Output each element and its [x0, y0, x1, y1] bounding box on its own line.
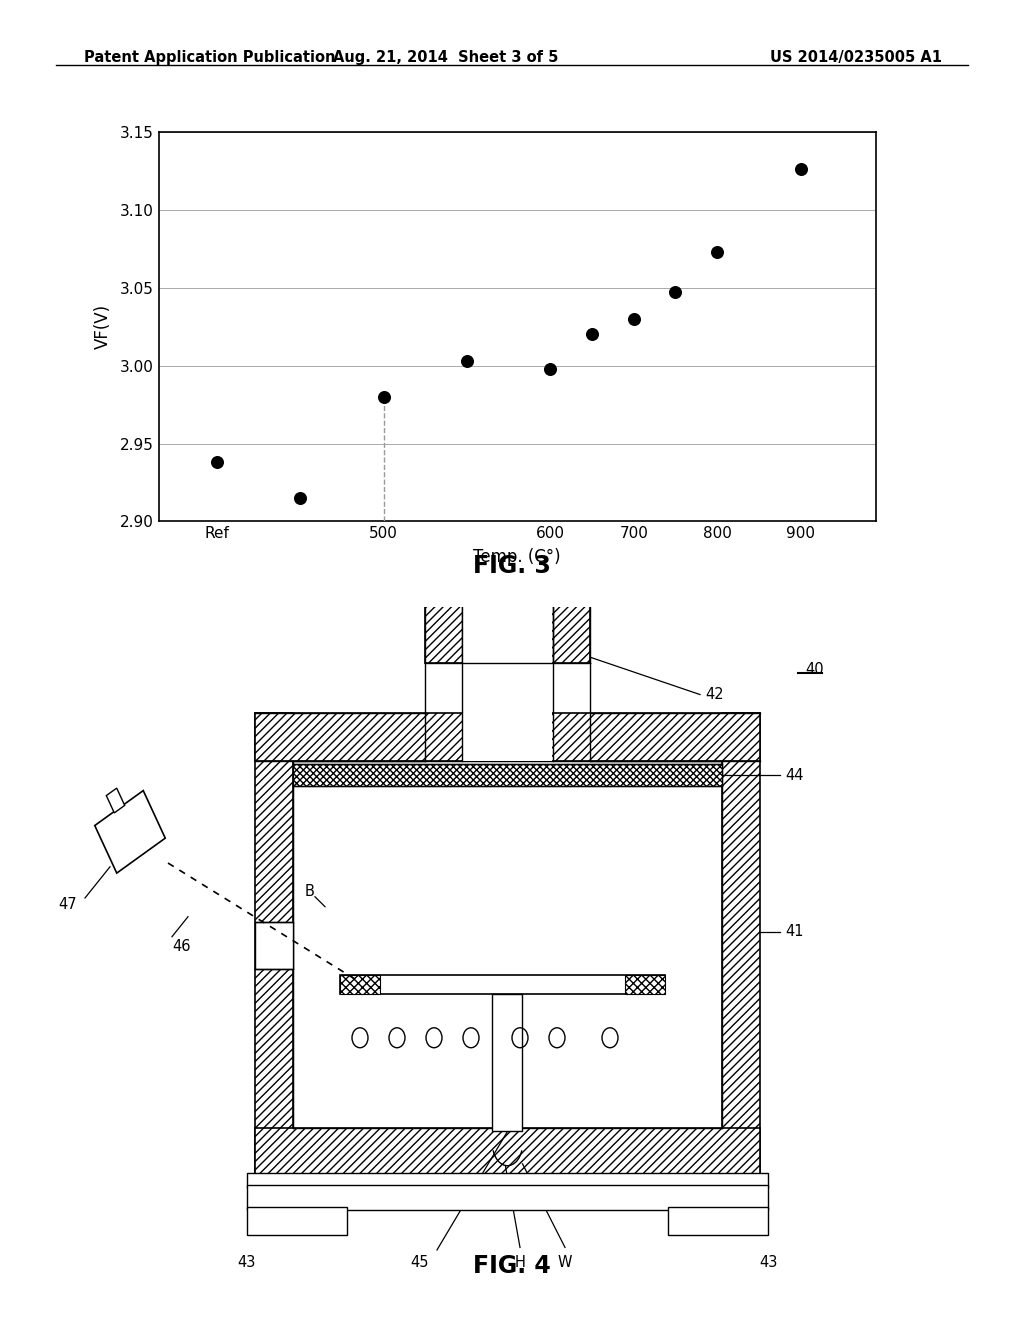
- Bar: [493, 994, 522, 1131]
- Point: [209, 451, 225, 473]
- Bar: [247, 1172, 768, 1188]
- Bar: [293, 760, 722, 1127]
- Text: 45: 45: [411, 1255, 429, 1270]
- Text: Aug. 21, 2014  Sheet 3 of 5: Aug. 21, 2014 Sheet 3 of 5: [333, 50, 558, 65]
- Bar: [247, 1185, 768, 1210]
- Point: [709, 242, 725, 263]
- Bar: [106, 788, 125, 813]
- Text: 43: 43: [759, 1255, 777, 1270]
- Bar: [255, 921, 293, 969]
- Point: [292, 487, 308, 508]
- Bar: [255, 1127, 760, 1175]
- Point: [543, 358, 559, 379]
- Text: 47: 47: [58, 896, 77, 912]
- Text: W: W: [558, 1255, 572, 1270]
- Bar: [425, 601, 590, 664]
- Point: [584, 323, 600, 345]
- Bar: [722, 713, 760, 1175]
- Bar: [340, 975, 665, 994]
- Point: [793, 158, 809, 180]
- Bar: [340, 975, 380, 994]
- Text: 43: 43: [238, 1255, 256, 1270]
- Text: 44: 44: [785, 767, 804, 783]
- Bar: [668, 1208, 768, 1236]
- Text: FIG. 3: FIG. 3: [473, 554, 551, 578]
- Text: 42: 42: [705, 686, 724, 702]
- Bar: [255, 713, 760, 760]
- Point: [626, 309, 642, 330]
- Point: [376, 387, 392, 408]
- Y-axis label: VF(V): VF(V): [93, 304, 112, 350]
- Text: 40: 40: [805, 663, 823, 677]
- Bar: [463, 601, 553, 664]
- Point: [459, 350, 475, 371]
- Text: Patent Application Publication: Patent Application Publication: [84, 50, 336, 65]
- Bar: [255, 713, 293, 1175]
- X-axis label: Temp. (C°): Temp. (C°): [473, 548, 561, 566]
- Bar: [293, 764, 722, 785]
- Text: FIG. 4: FIG. 4: [473, 1254, 551, 1278]
- Point: [668, 282, 684, 304]
- Text: US 2014/0235005 A1: US 2014/0235005 A1: [770, 50, 942, 65]
- Bar: [95, 791, 165, 873]
- Text: 46: 46: [172, 939, 190, 954]
- Bar: [247, 1208, 347, 1236]
- Text: 41: 41: [785, 924, 804, 940]
- Bar: [463, 614, 553, 760]
- Text: B: B: [305, 884, 314, 899]
- Bar: [625, 975, 665, 994]
- Text: H: H: [515, 1255, 525, 1270]
